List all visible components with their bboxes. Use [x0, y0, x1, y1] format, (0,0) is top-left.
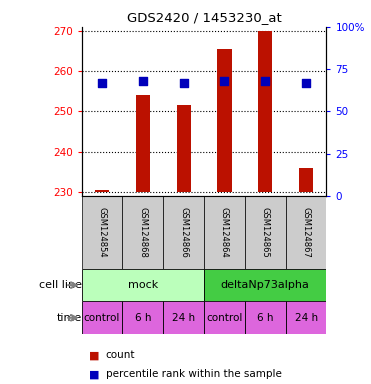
Text: 6 h: 6 h [135, 313, 151, 323]
Text: ■: ■ [89, 350, 99, 360]
Text: 6 h: 6 h [257, 313, 273, 323]
Text: ■: ■ [89, 369, 99, 379]
Text: cell line: cell line [39, 280, 82, 290]
Bar [82, 301, 122, 334]
Point [303, 79, 309, 86]
Text: time: time [56, 313, 82, 323]
Point [140, 78, 146, 84]
Point [262, 78, 268, 84]
Text: control: control [84, 313, 120, 323]
Bar [95, 190, 109, 192]
Text: percentile rank within the sample: percentile rank within the sample [106, 369, 282, 379]
Bar [204, 269, 326, 301]
Text: GSM124867: GSM124867 [302, 207, 311, 258]
Text: mock: mock [128, 280, 158, 290]
Bar [163, 301, 204, 334]
Bar [177, 105, 191, 192]
Text: GSM124864: GSM124864 [220, 207, 229, 258]
Bar [163, 196, 204, 269]
Point [181, 79, 187, 86]
Bar [204, 196, 245, 269]
Bar [82, 196, 122, 269]
Point [99, 79, 105, 86]
Text: GSM124854: GSM124854 [98, 207, 106, 258]
Bar [136, 95, 150, 192]
Text: GSM124866: GSM124866 [179, 207, 188, 258]
Title: GDS2420 / 1453230_at: GDS2420 / 1453230_at [127, 11, 282, 24]
Bar [299, 168, 313, 192]
Text: control: control [206, 313, 243, 323]
Bar [122, 196, 163, 269]
Text: 24 h: 24 h [295, 313, 318, 323]
Bar [286, 301, 326, 334]
Bar [204, 301, 245, 334]
Bar [286, 196, 326, 269]
Bar [258, 31, 272, 192]
Bar [245, 196, 286, 269]
Text: count: count [106, 350, 135, 360]
Text: GSM124865: GSM124865 [261, 207, 270, 258]
Text: deltaNp73alpha: deltaNp73alpha [221, 280, 310, 290]
Text: GSM124868: GSM124868 [138, 207, 147, 258]
Bar [245, 301, 286, 334]
Bar [122, 301, 163, 334]
Text: 24 h: 24 h [172, 313, 195, 323]
Bar [217, 49, 232, 192]
Point [221, 78, 227, 84]
Bar [82, 269, 204, 301]
